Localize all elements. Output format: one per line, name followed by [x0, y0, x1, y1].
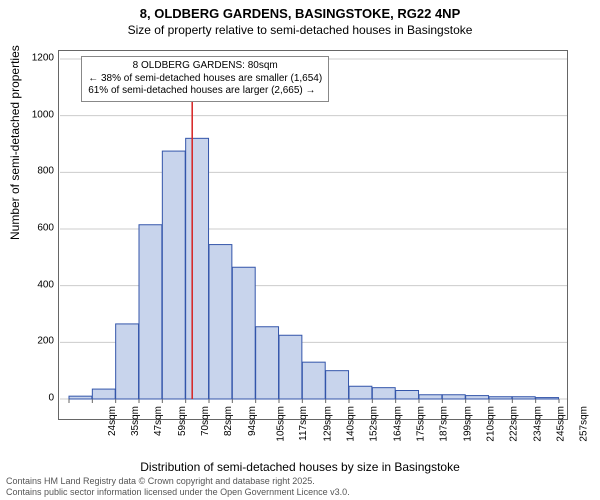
- x-tick-label: 199sqm: [462, 406, 473, 442]
- y-tick-label: 1200: [32, 53, 54, 64]
- x-axis-label: Distribution of semi-detached houses by …: [0, 460, 600, 474]
- x-tick-label: 175sqm: [416, 406, 427, 442]
- histogram-chart: 8 OLDBERG GARDENS: 80sqm ← 38% of semi-d…: [58, 50, 568, 420]
- x-tick-label: 59sqm: [177, 406, 188, 436]
- x-tick-label: 129sqm: [322, 406, 333, 442]
- x-tick-label: 117sqm: [298, 406, 309, 441]
- x-tick-label: 140sqm: [346, 406, 357, 442]
- y-tick-label: 1000: [32, 109, 54, 120]
- info-line-2: ← 38% of semi-detached houses are smalle…: [88, 73, 322, 86]
- x-tick-label: 105sqm: [276, 406, 287, 442]
- chart-subtitle: Size of property relative to semi-detach…: [0, 21, 600, 37]
- attribution-line-2: Contains public sector information licen…: [6, 487, 350, 498]
- x-tick-label: 35sqm: [130, 406, 141, 436]
- attribution: Contains HM Land Registry data © Crown c…: [6, 476, 350, 498]
- x-tick-label: 234sqm: [532, 406, 543, 442]
- x-tick-label: 164sqm: [392, 406, 403, 442]
- info-line-3: 61% of semi-detached houses are larger (…: [88, 85, 322, 98]
- x-tick-label: 70sqm: [200, 406, 211, 436]
- x-tick-label: 257sqm: [579, 406, 590, 442]
- x-tick-label: 210sqm: [486, 406, 497, 442]
- x-tick-label: 245sqm: [556, 406, 567, 442]
- y-tick-label: 200: [37, 336, 54, 347]
- x-tick-label: 47sqm: [153, 406, 164, 436]
- chart-title: 8, OLDBERG GARDENS, BASINGSTOKE, RG22 4N…: [0, 0, 600, 21]
- y-axis-label: Number of semi-detached properties: [8, 45, 22, 240]
- y-tick-label: 800: [37, 166, 54, 177]
- x-tick-label: 82sqm: [223, 406, 234, 436]
- x-tick-label: 222sqm: [509, 406, 520, 442]
- x-tick-label: 152sqm: [369, 406, 380, 442]
- y-tick-label: 400: [37, 279, 54, 290]
- y-tick-label: 600: [37, 223, 54, 234]
- x-tick-label: 187sqm: [439, 406, 450, 442]
- x-tick-label: 94sqm: [247, 406, 258, 436]
- attribution-line-1: Contains HM Land Registry data © Crown c…: [6, 476, 350, 487]
- x-tick-label: 24sqm: [107, 406, 118, 436]
- plot-area: [58, 50, 568, 420]
- info-line-1: 8 OLDBERG GARDENS: 80sqm: [88, 60, 322, 73]
- marker-info-box: 8 OLDBERG GARDENS: 80sqm ← 38% of semi-d…: [81, 56, 329, 102]
- y-tick-label: 0: [48, 393, 54, 404]
